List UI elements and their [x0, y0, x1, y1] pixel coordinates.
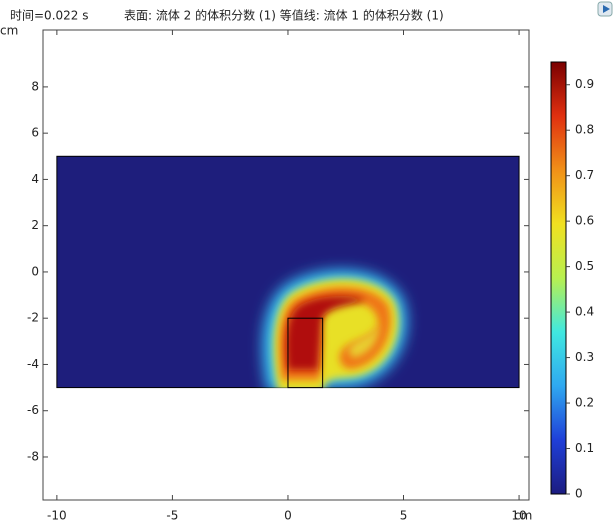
colorbar-tick-label: 0.4: [575, 305, 594, 319]
toolbar-icon[interactable]: [597, 1, 613, 17]
colorbar-tick-label: 0: [575, 487, 583, 501]
colorbar-tick-label: 0.3: [575, 350, 594, 364]
x-tick-label: -5: [166, 509, 178, 523]
x-tick-label: 5: [400, 509, 408, 523]
colorbar-tick-label: 0.6: [575, 214, 594, 228]
field-red: [286, 295, 366, 370]
volume-fraction-field: [262, 270, 407, 388]
y-tick-label: -2: [27, 311, 39, 325]
time-label: 时间=0.022 s: [10, 9, 88, 23]
x-tick-label: 0: [284, 509, 292, 523]
x-unit: cm: [514, 509, 532, 523]
colorbar-tick-label: 0.1: [575, 441, 594, 455]
colorbar-tick-label: 0.9: [575, 77, 594, 91]
y-tick-label: 8: [31, 79, 39, 93]
chart-title: 表面: 流体 2 的体积分数 (1) 等值线: 流体 1 的体积分数 (1): [124, 8, 444, 23]
plot-frame: [42, 29, 530, 501]
colorbar-tick-label: 0.8: [575, 123, 594, 137]
y-tick-label: -8: [27, 449, 39, 463]
isoline-inlet: [287, 317, 324, 389]
icon-glyph: [603, 5, 610, 13]
colorbar-tick-label: 0.5: [575, 259, 594, 273]
y-tick-label: 4: [31, 172, 39, 186]
y-tick-label: 6: [31, 126, 39, 140]
y-unit: cm: [0, 24, 18, 38]
x-tick-label: -10: [47, 509, 67, 523]
field-curl: [348, 322, 379, 358]
y-tick-label: 2: [31, 218, 39, 232]
y-tick-label: 0: [31, 264, 39, 278]
colorbar: [550, 61, 567, 495]
y-tick-label: -6: [27, 403, 39, 417]
colorbar-tick-label: 0.7: [575, 168, 594, 182]
y-tick-label: -4: [27, 357, 39, 371]
x-tick-label: 10: [511, 509, 526, 523]
colorbar-tick-label: 0.2: [575, 396, 594, 410]
